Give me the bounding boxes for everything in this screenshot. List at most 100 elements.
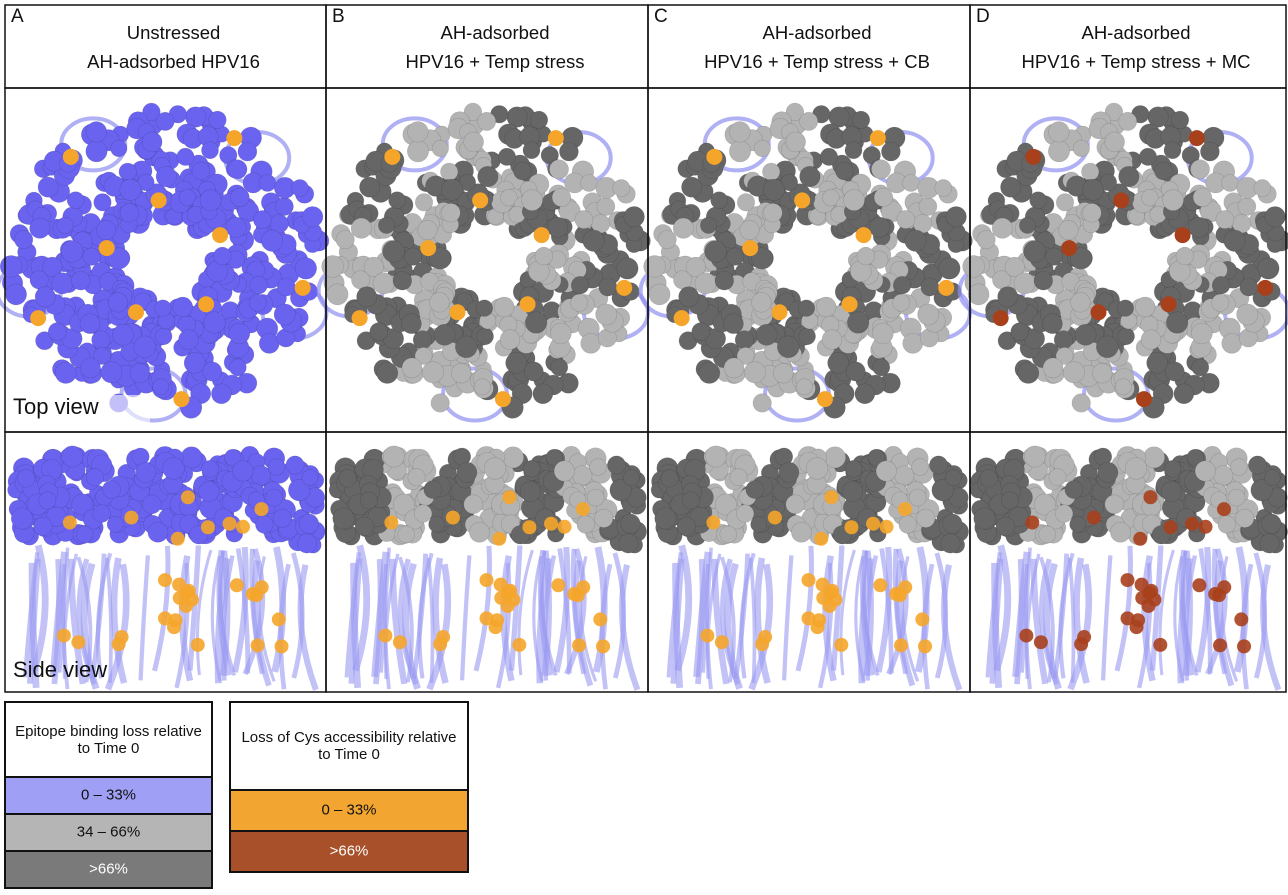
sphere <box>173 297 193 317</box>
legend-title-text: Epitope binding loss relative to Time 0 <box>5 702 212 777</box>
sphere <box>355 517 374 536</box>
sphere <box>549 160 568 179</box>
sphere <box>552 188 571 207</box>
sphere <box>720 526 737 543</box>
sphere <box>299 514 319 534</box>
sphere <box>273 509 292 528</box>
panel-cell <box>648 5 970 88</box>
sphere <box>855 384 875 404</box>
panel-title: Unstressed <box>127 22 221 43</box>
sphere <box>740 220 760 240</box>
sphere <box>1030 192 1047 209</box>
cys-sphere <box>898 502 912 516</box>
sphere <box>1039 526 1056 543</box>
cys-sphere <box>993 310 1009 326</box>
sphere <box>231 188 250 207</box>
sphere <box>843 190 864 211</box>
sphere <box>1042 314 1062 334</box>
sphere <box>1056 194 1073 211</box>
figure: AUnstressedAH-adsorbed HPV16BAH-adsorbed… <box>0 0 1288 895</box>
sphere <box>134 336 156 358</box>
sphere <box>723 314 743 334</box>
sphere <box>418 220 438 240</box>
sphere <box>1200 142 1219 161</box>
sphere <box>935 179 952 196</box>
sphere <box>902 175 919 192</box>
sphere <box>1063 362 1084 383</box>
sphere <box>430 292 450 312</box>
cys-sphere <box>816 591 830 605</box>
cys-sphere <box>1153 638 1167 652</box>
cys-sphere <box>1130 620 1144 634</box>
sphere <box>581 333 601 353</box>
sphere <box>621 514 641 534</box>
sphere <box>711 192 728 209</box>
sphere <box>404 248 421 265</box>
sphere <box>120 179 141 200</box>
view-label: Top view <box>13 394 99 419</box>
view-label: Side view <box>13 657 107 682</box>
sphere <box>919 197 937 215</box>
sphere <box>238 142 257 161</box>
sphere <box>259 175 276 192</box>
sphere <box>550 323 571 344</box>
sphere <box>658 230 676 248</box>
sphere <box>415 194 432 211</box>
sphere <box>869 217 889 237</box>
cys-sphere <box>71 635 85 649</box>
cys-sphere <box>236 520 250 534</box>
sphere <box>57 217 73 233</box>
sphere <box>847 312 869 334</box>
cys-sphere <box>393 635 407 649</box>
ribbon <box>476 546 489 671</box>
sphere <box>1162 190 1183 211</box>
cys-sphere <box>593 612 607 626</box>
cys-sphere <box>420 240 436 256</box>
sphere <box>845 142 862 159</box>
cys-sphere <box>824 490 838 504</box>
panel-title: AH-adsorbed <box>762 22 871 43</box>
cys-sphere <box>1087 511 1101 525</box>
sphere <box>179 330 199 350</box>
sphere <box>1071 292 1091 312</box>
sphere <box>339 470 357 488</box>
cys-sphere <box>384 516 398 530</box>
sphere <box>816 297 836 317</box>
cys-sphere <box>275 639 289 653</box>
sphere <box>909 489 926 506</box>
sphere <box>457 462 477 482</box>
sphere <box>756 324 777 345</box>
sphere <box>800 112 818 130</box>
ribbon <box>1117 546 1130 671</box>
sphere <box>523 142 540 159</box>
ribbon <box>428 558 432 683</box>
sphere <box>302 470 318 486</box>
cys-sphere <box>99 240 115 256</box>
sphere <box>1105 132 1125 152</box>
cys-sphere <box>173 591 187 605</box>
cys-sphere <box>492 532 506 546</box>
cys-sphere <box>1136 391 1152 407</box>
sphere <box>163 458 185 480</box>
sphere <box>1141 330 1161 350</box>
cys-sphere <box>446 511 460 525</box>
sphere <box>903 333 923 353</box>
cys-sphere <box>842 296 858 312</box>
cys-sphere <box>512 638 526 652</box>
sphere <box>407 141 428 162</box>
sphere <box>730 469 747 486</box>
sphere <box>893 276 911 294</box>
sphere <box>478 112 496 130</box>
cys-sphere <box>223 517 237 531</box>
sphere <box>55 362 76 383</box>
sphere <box>1119 166 1140 187</box>
sphere <box>1165 362 1184 381</box>
cys-sphere <box>742 240 758 256</box>
sphere <box>594 509 613 528</box>
sphere <box>590 459 607 476</box>
cys-sphere <box>616 280 632 296</box>
sphere <box>14 230 32 248</box>
cys-sphere <box>1074 637 1088 651</box>
sphere <box>336 230 354 248</box>
sphere <box>261 230 282 251</box>
